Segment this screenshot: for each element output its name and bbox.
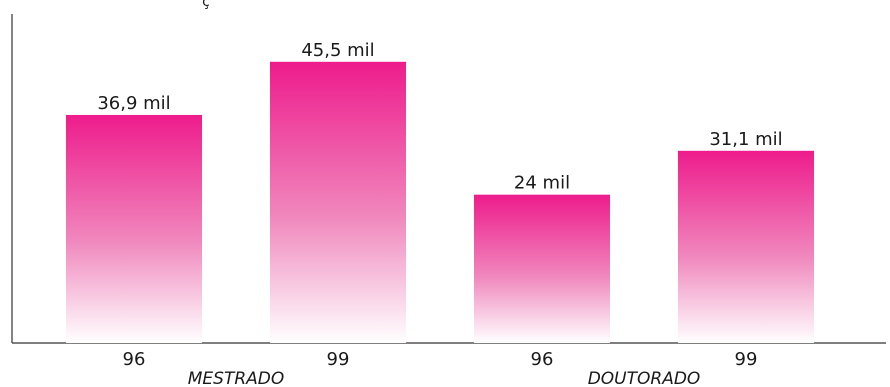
bar-2 [270,61,406,343]
tick-labels-group: 96 99 96 99 [123,349,758,370]
value-labels-group: 36,9 mil 45,5 mil 24 mil 31,1 mil [97,40,782,194]
x-tick-label-4: 99 [735,349,758,370]
value-label-3: 24 mil [514,173,570,194]
bar-4 [678,150,814,343]
x-tick-label-3: 96 [531,349,554,370]
x-tick-label-2: 99 [327,349,350,370]
group-labels-group: MESTRADO DOUTORADO [188,369,701,387]
bar-1 [66,114,202,343]
group-label-mestrado: MESTRADO [188,369,285,387]
value-label-2: 45,5 mil [301,40,374,61]
top-fragment-text: ç [202,0,210,10]
value-label-4: 31,1 mil [709,129,782,150]
group-label-doutorado: DOUTORADO [588,369,701,387]
value-label-1: 36,9 mil [97,93,170,114]
bar-3 [474,194,610,343]
bars-group [66,61,814,343]
x-tick-label-1: 96 [123,349,146,370]
